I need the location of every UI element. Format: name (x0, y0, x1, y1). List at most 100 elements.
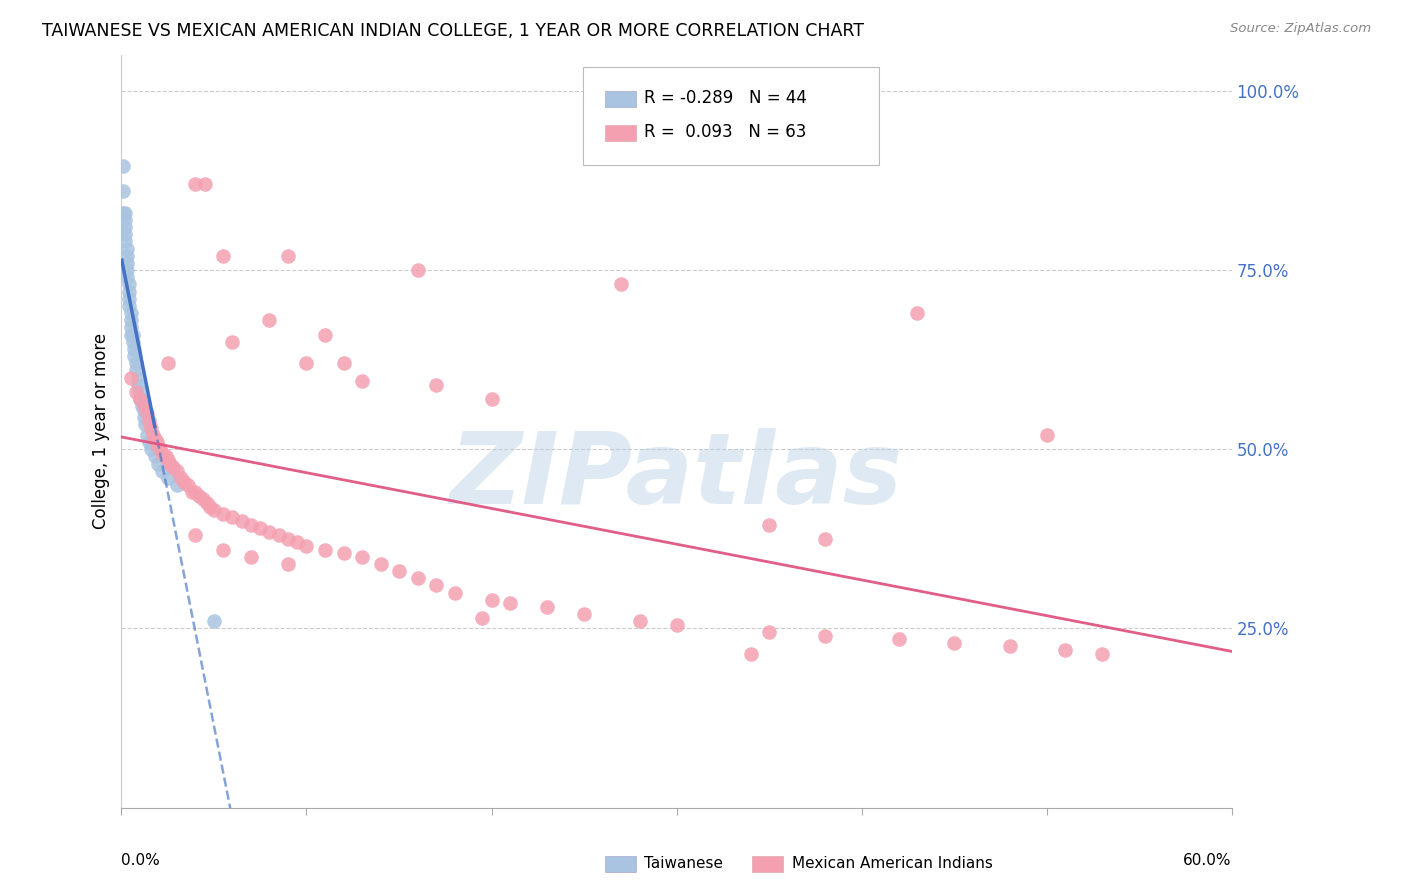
Point (169, 471, 191, 485)
Point (180, 485, 202, 500)
Point (259, 313, 281, 327)
Point (166, 464, 188, 478)
Point (314, 327, 336, 342)
Point (132, 399, 155, 413)
Point (153, 450, 176, 464)
Point (114, 227, 136, 242)
Point (132, 410, 155, 425)
Point (143, 432, 166, 446)
Point (212, 249, 235, 263)
Point (155, 450, 177, 464)
Text: Taiwanese: Taiwanese (644, 856, 723, 871)
Point (177, 478, 200, 492)
Point (142, 428, 165, 442)
Point (118, 292, 141, 306)
Point (814, 629, 837, 643)
Point (156, 471, 179, 485)
Point (425, 578, 447, 592)
Point (188, 489, 211, 503)
Point (202, 503, 225, 517)
Point (145, 435, 167, 450)
Point (121, 334, 143, 349)
Point (114, 235, 136, 249)
Point (143, 450, 166, 464)
Point (120, 327, 142, 342)
Point (134, 417, 156, 432)
Point (124, 349, 146, 363)
Point (200, 500, 222, 514)
Point (905, 306, 928, 320)
Point (114, 213, 136, 227)
Point (406, 571, 429, 585)
Point (240, 549, 263, 564)
Point (148, 439, 170, 453)
Point (887, 632, 910, 647)
Point (443, 585, 465, 599)
Point (173, 475, 195, 489)
Point (231, 514, 253, 528)
Point (259, 524, 281, 539)
Point (277, 532, 299, 546)
Point (125, 363, 148, 377)
Point (139, 421, 162, 435)
Point (136, 407, 159, 421)
Point (138, 414, 160, 428)
Point (202, 615, 225, 629)
Point (195, 496, 218, 510)
Point (129, 384, 152, 399)
Point (118, 299, 141, 313)
Point (572, 607, 595, 621)
Point (1091, 647, 1114, 661)
Point (127, 377, 149, 392)
Point (166, 478, 188, 492)
Point (125, 356, 148, 370)
Point (184, 177, 207, 191)
Point (350, 374, 373, 388)
Point (156, 356, 179, 370)
Point (814, 532, 837, 546)
Text: 0.0%: 0.0% (121, 854, 160, 868)
Point (628, 615, 651, 629)
Text: Source: ZipAtlas.com: Source: ZipAtlas.com (1230, 22, 1371, 36)
Point (112, 159, 135, 173)
Point (138, 435, 160, 450)
Y-axis label: College, 1 year or more: College, 1 year or more (93, 334, 110, 530)
Point (221, 510, 243, 524)
Point (136, 428, 159, 442)
Point (499, 596, 522, 610)
Point (132, 403, 155, 417)
Point (121, 327, 143, 342)
Point (125, 384, 148, 399)
Point (665, 618, 688, 632)
Point (112, 184, 135, 198)
Point (314, 542, 336, 557)
Point (332, 546, 354, 560)
Point (115, 242, 138, 256)
Text: R = -0.289   N = 44: R = -0.289 N = 44 (644, 89, 807, 107)
Point (277, 249, 299, 263)
Point (184, 528, 207, 542)
Point (131, 399, 153, 413)
Point (129, 392, 152, 406)
Point (332, 356, 354, 370)
Point (388, 564, 411, 578)
Point (124, 342, 146, 356)
Text: 60.0%: 60.0% (1184, 854, 1232, 868)
Point (758, 517, 780, 532)
Point (481, 592, 503, 607)
Point (240, 517, 263, 532)
Point (370, 557, 392, 571)
Point (149, 442, 172, 457)
Point (1035, 428, 1057, 442)
Point (115, 249, 138, 263)
Point (139, 442, 162, 457)
Point (127, 370, 149, 384)
Point (481, 392, 503, 406)
Point (115, 263, 138, 277)
Text: R =  0.093   N = 63: R = 0.093 N = 63 (644, 123, 806, 141)
Point (115, 256, 138, 270)
Point (118, 277, 141, 292)
Point (191, 492, 214, 507)
Point (249, 521, 271, 535)
Point (118, 285, 141, 299)
